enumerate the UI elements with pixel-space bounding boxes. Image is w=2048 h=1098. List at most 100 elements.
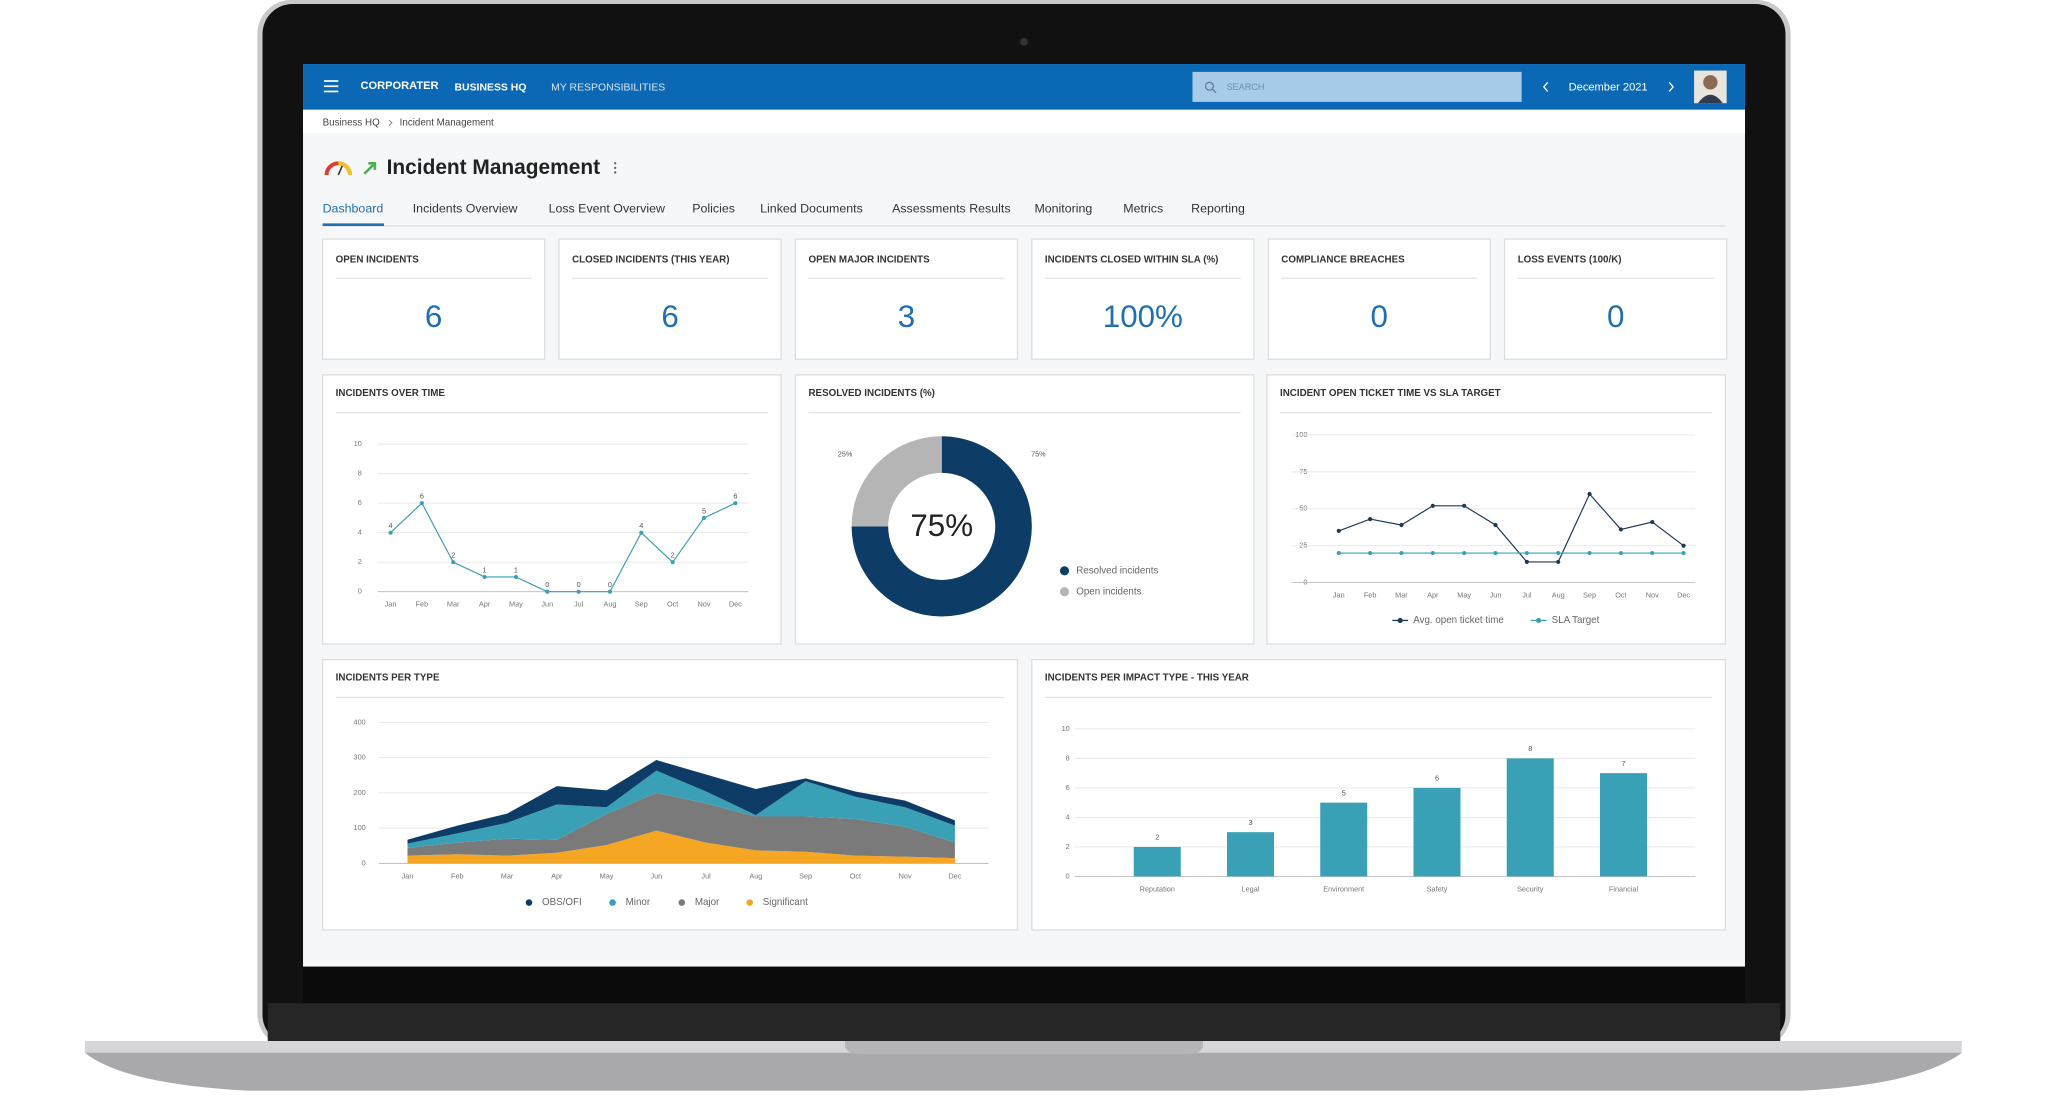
x-tick-label: Jun bbox=[541, 600, 553, 609]
legend-label: Resolved incidents bbox=[1076, 565, 1158, 576]
area-series bbox=[407, 830, 955, 864]
x-tick-label: Aug bbox=[603, 600, 616, 609]
tab[interactable]: Policies bbox=[692, 201, 735, 215]
point bbox=[1430, 550, 1435, 556]
y-tick-label: 400 bbox=[354, 717, 366, 726]
legend-marker bbox=[746, 899, 753, 906]
tab[interactable]: Reporting bbox=[1191, 201, 1245, 215]
kpi-value: 0 bbox=[1607, 299, 1624, 334]
nav-link[interactable]: BUSINESS HQ bbox=[455, 82, 527, 93]
data-label: 0 bbox=[608, 580, 612, 589]
laptop-notch bbox=[845, 1041, 1203, 1055]
tab[interactable]: Assessments Results bbox=[892, 201, 1010, 215]
chart-title: INCIDENTS PER IMPACT TYPE - THIS YEAR bbox=[1045, 673, 1249, 684]
x-tick-label: Legal bbox=[1242, 884, 1260, 893]
search-box[interactable] bbox=[1192, 71, 1522, 102]
laptop-base-edge bbox=[84, 1052, 1962, 1091]
data-label: 2 bbox=[451, 551, 455, 560]
x-tick-label: Oct bbox=[1615, 591, 1626, 600]
dot bbox=[614, 166, 617, 170]
y-tick-label: 100 bbox=[354, 823, 366, 832]
bar bbox=[1133, 846, 1181, 877]
y-tick-label: 50 bbox=[1299, 504, 1307, 513]
x-tick-label: Dec bbox=[1677, 591, 1690, 600]
data-label: 4 bbox=[388, 521, 392, 530]
point bbox=[1493, 522, 1498, 528]
point bbox=[1399, 522, 1404, 528]
chart-title: RESOLVED INCIDENTS (%) bbox=[808, 388, 934, 399]
point bbox=[513, 574, 519, 580]
legend-marker bbox=[1059, 566, 1070, 576]
breadcrumb-sep bbox=[388, 119, 393, 126]
point bbox=[1681, 550, 1686, 556]
tab[interactable]: Linked Documents bbox=[760, 201, 863, 215]
y-tick-label: 0 bbox=[1066, 871, 1070, 880]
prev-period[interactable] bbox=[1542, 81, 1549, 92]
point bbox=[482, 574, 487, 580]
tab[interactable]: Metrics bbox=[1123, 201, 1163, 215]
data-label: 7 bbox=[1621, 759, 1625, 768]
legend-marker bbox=[609, 899, 616, 906]
kpi-card bbox=[558, 238, 782, 360]
y-tick-label: 8 bbox=[1066, 753, 1070, 762]
kpi-card bbox=[1267, 238, 1491, 360]
screen-bottom bbox=[303, 966, 1745, 1004]
slice-label: 25% bbox=[838, 450, 853, 459]
x-tick-label: Environment bbox=[1323, 884, 1364, 893]
x-tick-label: Jul bbox=[1522, 591, 1532, 600]
legend-label: Minor bbox=[626, 897, 651, 908]
logo[interactable]: CORPORATER bbox=[360, 80, 438, 92]
page-title: Incident Management bbox=[387, 156, 600, 179]
tab[interactable]: Dashboard bbox=[323, 201, 384, 215]
kpi-value: 3 bbox=[898, 299, 915, 334]
x-tick-label: Safety bbox=[1427, 884, 1448, 893]
bar bbox=[1413, 787, 1461, 877]
y-tick-label: 2 bbox=[358, 557, 362, 566]
avatar-body bbox=[1697, 94, 1723, 104]
period[interactable]: December 2021 bbox=[1569, 81, 1648, 93]
point bbox=[1524, 550, 1529, 556]
x-tick-label: Jul bbox=[701, 871, 711, 880]
data-label: 1 bbox=[514, 565, 518, 574]
line-series bbox=[390, 502, 736, 593]
x-tick-label: Apr bbox=[551, 871, 563, 880]
x-tick-label: Mar bbox=[447, 600, 460, 609]
x-tick-label: Feb bbox=[1364, 591, 1377, 600]
y-tick-label: 4 bbox=[358, 528, 362, 537]
y-tick-label: 0 bbox=[358, 587, 362, 596]
more-menu[interactable] bbox=[614, 162, 617, 174]
tab[interactable]: Incidents Overview bbox=[413, 201, 518, 215]
x-tick-label: Financial bbox=[1609, 884, 1639, 893]
bezel-bottom bbox=[267, 1003, 1781, 1042]
point bbox=[1650, 550, 1655, 556]
tab[interactable]: Monitoring bbox=[1034, 201, 1092, 215]
search-icon bbox=[1211, 88, 1217, 94]
x-tick-label: Apr bbox=[1427, 591, 1439, 600]
y-tick-label: 10 bbox=[1062, 724, 1070, 733]
legend-label: OBS/OFI bbox=[542, 897, 582, 908]
point bbox=[733, 501, 738, 506]
point bbox=[1493, 550, 1498, 556]
point bbox=[1336, 528, 1341, 534]
menu-icon[interactable] bbox=[323, 80, 339, 93]
point bbox=[1462, 503, 1467, 508]
x-tick-label: Reputation bbox=[1140, 884, 1175, 893]
point bbox=[1368, 517, 1373, 522]
x-tick-label: Sep bbox=[635, 600, 648, 609]
kpi-title: INCIDENTS CLOSED WITHIN SLA (%) bbox=[1045, 255, 1219, 266]
avatar-head bbox=[1703, 75, 1718, 90]
y-tick-label: 6 bbox=[1066, 783, 1070, 792]
y-tick-label: 8 bbox=[358, 469, 362, 478]
point bbox=[545, 589, 550, 594]
nav-link[interactable]: MY RESPONSIBILITIES bbox=[551, 82, 665, 93]
next-period[interactable] bbox=[1668, 81, 1675, 92]
x-tick-label: Sep bbox=[799, 871, 812, 880]
breadcrumb-link[interactable]: Business HQ bbox=[323, 117, 380, 128]
tab[interactable]: Loss Event Overview bbox=[549, 201, 665, 215]
point bbox=[1618, 550, 1623, 556]
x-tick-label: Jan bbox=[402, 871, 414, 880]
kpi-title: COMPLIANCE BREACHES bbox=[1281, 255, 1405, 266]
x-tick-label: Aug bbox=[749, 871, 762, 880]
y-tick-label: 0 bbox=[1303, 578, 1307, 587]
